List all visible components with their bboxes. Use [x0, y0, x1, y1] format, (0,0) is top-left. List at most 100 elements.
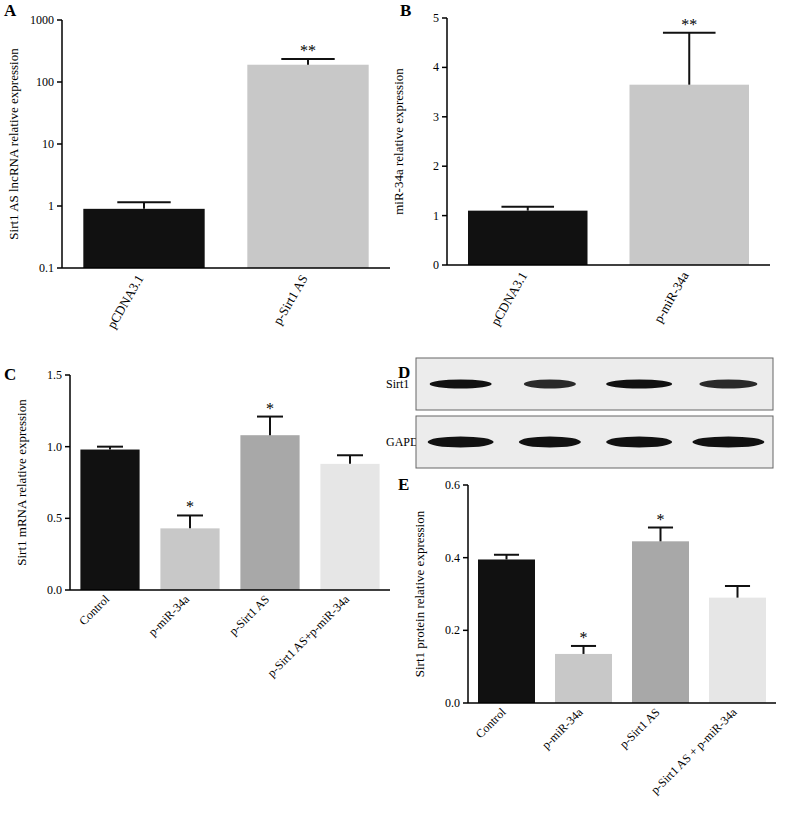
- tick: [57, 81, 62, 83]
- panel-label: E: [398, 475, 409, 494]
- axis-title: Sirt1 protein relative expression: [412, 510, 427, 677]
- significance: **: [681, 16, 697, 33]
- error-bar: [117, 202, 170, 209]
- error-bar: [281, 59, 334, 65]
- error-bar: [337, 455, 363, 464]
- tick: [65, 589, 70, 591]
- significance: *: [266, 400, 274, 417]
- category-label: pCDNA3.1: [104, 272, 147, 331]
- x-axis: [468, 702, 776, 704]
- plot-area: [80, 417, 379, 590]
- figure: ApCDNA3.1**p-Sirt1 AS0.11101001000Sirt1 …: [0, 0, 787, 835]
- significance: *: [657, 511, 665, 528]
- category-label: p-miR-34a: [651, 269, 692, 325]
- tick-label: 1.5: [47, 368, 62, 382]
- category-label: Control: [76, 592, 112, 628]
- error-bar: [571, 646, 596, 654]
- axis-title: Sirt1 mRNA relative expression: [14, 399, 29, 566]
- panel: EControl*p-miR-34a*p-Sirt1 ASp-Sirt1 AS …: [398, 475, 776, 797]
- tick: [57, 205, 62, 207]
- category-label: p-Sirt1 AS+p-miR-34a: [265, 592, 353, 680]
- axis-title: Sirt1 AS lncRNA relative expression: [6, 48, 21, 240]
- y-axis: [69, 375, 71, 590]
- x-axis: [447, 264, 770, 266]
- category-label: p-Sirt1 AS: [617, 705, 663, 751]
- significance: **: [300, 42, 316, 59]
- tick-label: 0.2: [445, 623, 460, 637]
- tick: [65, 518, 70, 520]
- y-axis: [467, 485, 469, 703]
- tick-label: 2: [433, 159, 439, 173]
- axis-title: miR-34a relative expression: [391, 68, 406, 215]
- blot-band: [519, 437, 581, 448]
- tick-label: 100: [36, 75, 54, 89]
- blot-band: [428, 437, 494, 448]
- error-bar: [648, 528, 673, 542]
- tick-label: 1: [48, 199, 54, 213]
- tick: [442, 264, 447, 266]
- x-axis: [70, 589, 390, 591]
- tick-label: 0.1: [39, 261, 54, 275]
- tick-label: 1.0: [47, 440, 62, 454]
- tick: [463, 557, 468, 559]
- tick: [442, 17, 447, 19]
- plot-area: [478, 528, 766, 703]
- bar: [478, 559, 535, 703]
- panel-label: B: [400, 1, 411, 20]
- category-label: pCDNA3.1: [488, 269, 531, 328]
- tick: [65, 446, 70, 448]
- category-label: p-miR-34a: [539, 705, 586, 752]
- panel: BpCDNA3.1**p-miR-34a012345miR-34a relati…: [391, 1, 770, 328]
- category-label: p-Sirt1 AS: [226, 592, 272, 638]
- error-bar: [97, 447, 123, 450]
- tick-label: 0.0: [47, 583, 62, 597]
- blot-band: [606, 380, 672, 389]
- tick-label: 0.6: [445, 478, 460, 492]
- panel: ApCDNA3.1 ** p-Sirt1 AS 0.1 1 10 100 1000 Sirt1 …: [4, 1, 390, 331]
- tick-label: 0.4: [445, 551, 460, 565]
- significance: *: [580, 629, 588, 646]
- tick: [57, 143, 62, 145]
- significance: *: [186, 498, 194, 515]
- tick-label: 1: [433, 209, 439, 223]
- error-bar: [501, 207, 554, 211]
- bar: [80, 450, 139, 590]
- tick: [463, 702, 468, 704]
- error-bar: [663, 33, 716, 85]
- blot-panel: DSirt1GAPDH: [386, 358, 773, 468]
- blot-frame: [416, 358, 773, 410]
- blot-band: [692, 437, 764, 448]
- plot-area: [468, 33, 749, 265]
- blot-band: [430, 380, 492, 389]
- tick: [442, 215, 447, 217]
- blot-label: Sirt1: [386, 377, 409, 391]
- panel-label: A: [4, 1, 17, 20]
- tick: [463, 630, 468, 632]
- category-label: p-Sirt1 AS + p-miR-34a: [648, 705, 740, 797]
- category-label: p-miR-34a: [145, 592, 192, 639]
- tick: [57, 267, 62, 269]
- plot-area: [83, 59, 368, 268]
- bar: [83, 209, 204, 268]
- tick-label: 0.0: [445, 696, 460, 710]
- tick-label: 5: [433, 11, 439, 25]
- tick-label: 3: [433, 110, 439, 124]
- category-label: p-Sirt1 AS: [270, 272, 311, 327]
- tick: [442, 165, 447, 167]
- tick: [442, 67, 447, 69]
- tick-label: 1000: [30, 13, 54, 27]
- panel-label: C: [4, 365, 16, 384]
- tick: [65, 374, 70, 376]
- bar: [632, 541, 689, 703]
- error-bar: [257, 417, 283, 436]
- bar: [468, 211, 588, 265]
- blot-frame: [416, 416, 773, 468]
- bar: [247, 65, 368, 268]
- error-bar: [177, 515, 203, 528]
- blot-band: [699, 380, 757, 389]
- tick-label: 0.5: [47, 511, 62, 525]
- y-axis: [446, 18, 448, 265]
- bar: [240, 435, 299, 590]
- tick-label: 10: [42, 137, 54, 151]
- bar: [160, 528, 219, 590]
